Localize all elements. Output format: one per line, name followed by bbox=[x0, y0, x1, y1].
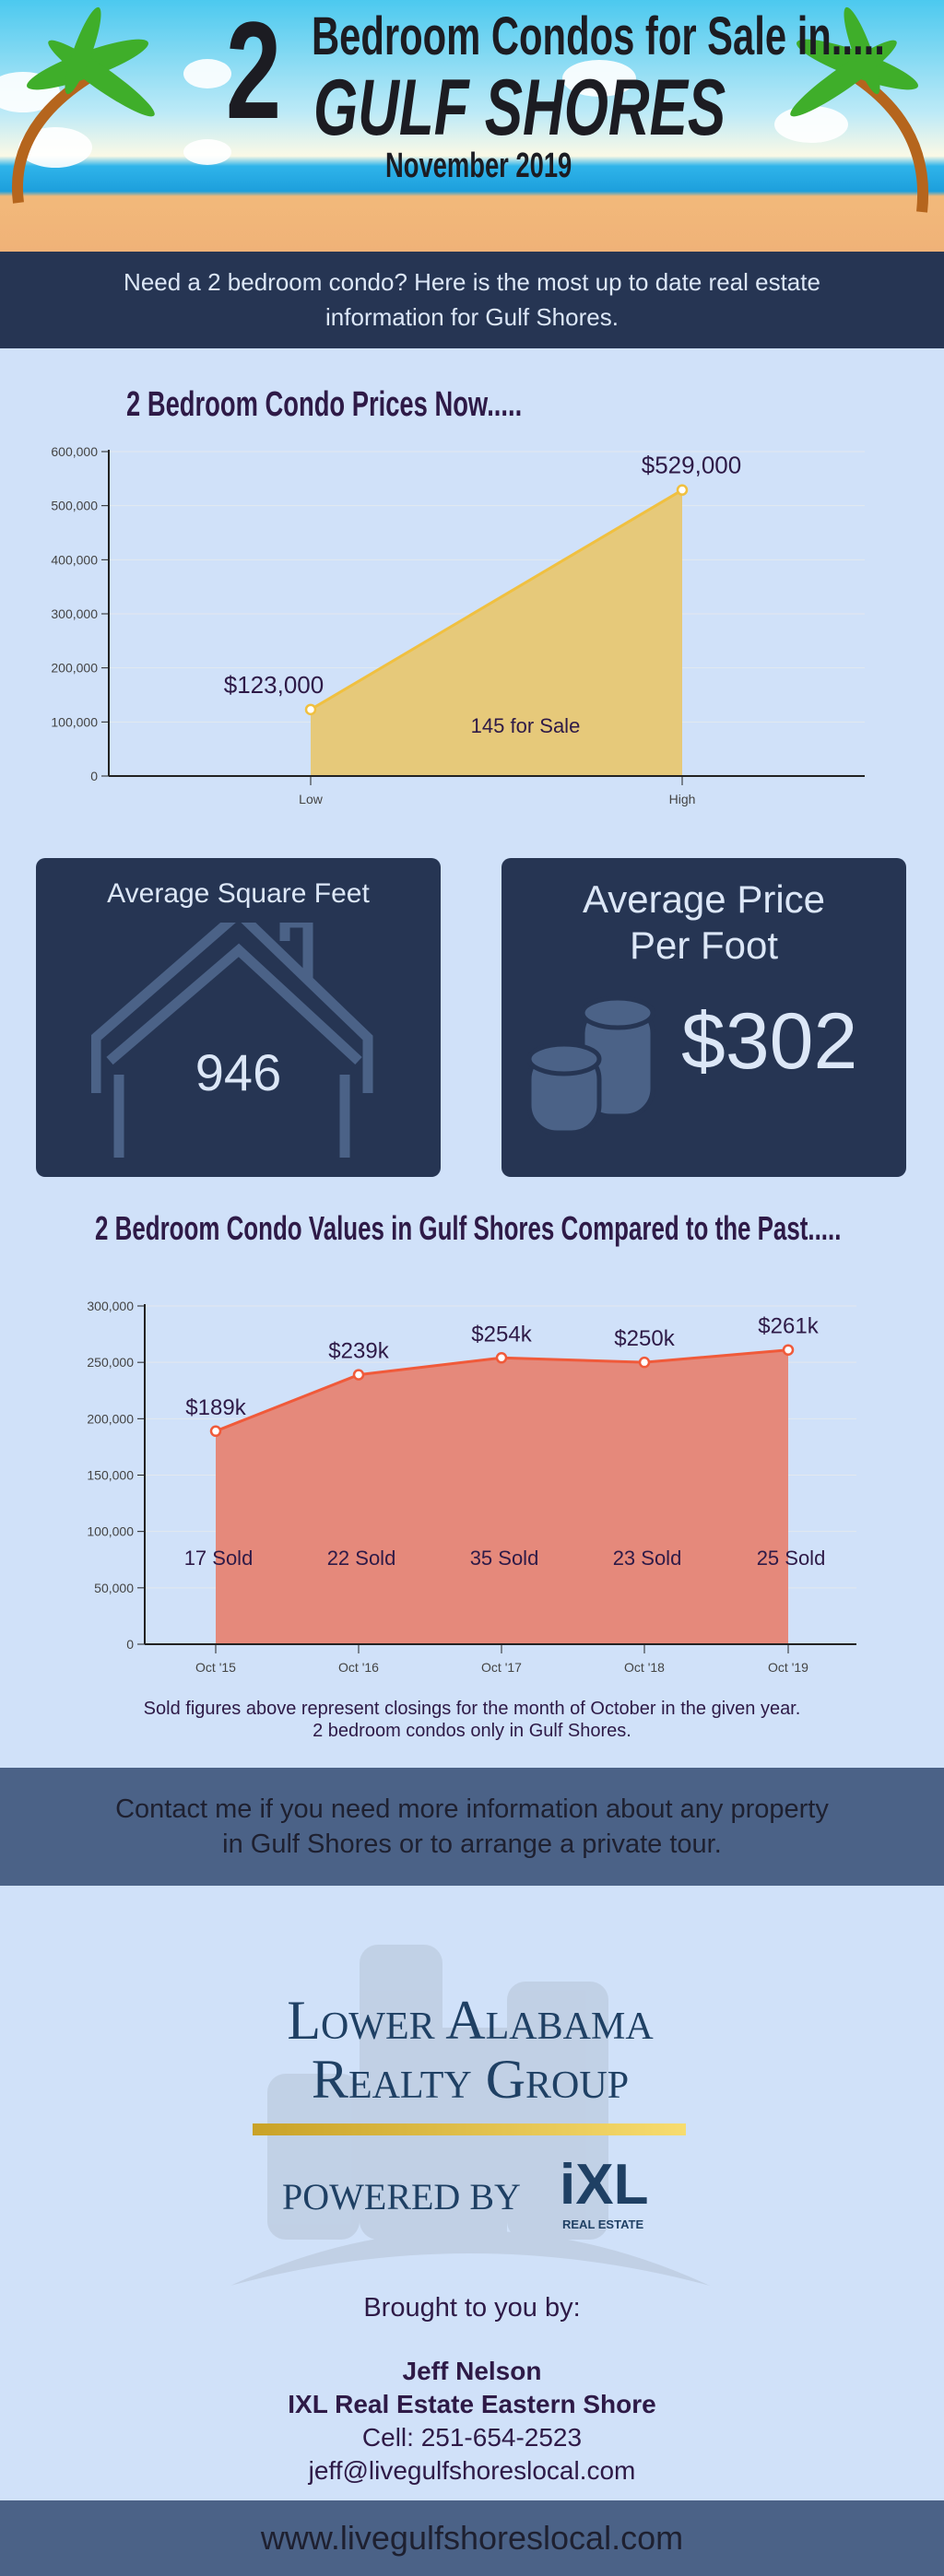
ixl-logo: iXL bbox=[560, 2153, 649, 2217]
x-tick-label: Oct '16 bbox=[338, 1660, 379, 1675]
x-tick-label: Low bbox=[299, 792, 324, 806]
ixl-sub: REAL ESTATE bbox=[562, 2217, 644, 2231]
avg-sqft-card: Average Square Feet 946 bbox=[36, 858, 441, 1177]
agent-email[interactable]: jeff@livegulfshoreslocal.com bbox=[308, 2456, 636, 2485]
data-label: $261k bbox=[758, 1314, 819, 1339]
avg-sqft-value: 946 bbox=[195, 1043, 282, 1101]
historical-values-chart: 0 50,000 100,000 150,000 200,000 250,000 300,0… bbox=[87, 1299, 856, 1675]
area-fill bbox=[311, 489, 682, 776]
y-tick-label: 150,000 bbox=[87, 1468, 134, 1483]
y-tick-label: 100,000 bbox=[51, 714, 98, 729]
sold-label: 22 Sold bbox=[327, 1547, 396, 1570]
data-label: $123,000 bbox=[224, 671, 324, 699]
sold-label: 35 Sold bbox=[470, 1547, 539, 1570]
agent-cell[interactable]: Cell: 251-654-2523 bbox=[361, 2423, 583, 2452]
agent-info: Jeff Nelson IXL Real Estate Eastern Shor… bbox=[0, 2355, 944, 2488]
ppf-value: $302 bbox=[681, 997, 858, 1086]
x-tick-label: Oct '19 bbox=[768, 1660, 808, 1675]
gold-divider bbox=[253, 2123, 686, 2135]
palm-tree-right bbox=[854, 74, 929, 213]
data-point bbox=[352, 1369, 365, 1381]
sold-label: 23 Sold bbox=[613, 1547, 682, 1570]
data-label: $239k bbox=[328, 1339, 389, 1364]
y-tick-label: 50,000 bbox=[94, 1581, 134, 1595]
x-tick-label: Oct '15 bbox=[195, 1660, 236, 1675]
ppf-label-2: Per Foot bbox=[629, 923, 779, 967]
price-range-chart: 0 100,000 200,000 300,000 400,000 500,000 600,… bbox=[51, 444, 865, 806]
ppf-label-1: Average Price bbox=[582, 877, 826, 921]
header-big-number: 2 bbox=[226, 0, 282, 147]
data-point bbox=[209, 1425, 222, 1438]
contact-band: Contact me if you need more information … bbox=[0, 1768, 944, 1886]
powered-by: POWERED BY bbox=[282, 2176, 521, 2217]
data-point bbox=[638, 1356, 651, 1369]
brought-by: Brought to you by: bbox=[363, 2293, 581, 2323]
y-tick-label: 300,000 bbox=[87, 1299, 134, 1313]
house-icon bbox=[91, 923, 373, 1158]
beach-illustration bbox=[0, 6, 929, 213]
y-tick-label: 200,000 bbox=[51, 661, 98, 676]
contact-line1: Contact me if you need more information … bbox=[115, 1794, 829, 1824]
header-line1: Bedroom Condos for Sale in..... bbox=[312, 6, 885, 66]
city-skyline-watermark bbox=[230, 1945, 710, 2286]
logo-line2: Realty Group bbox=[311, 2049, 630, 2110]
sold-note: Sold figures above represent closings fo… bbox=[0, 1698, 944, 1742]
agent-company: IXL Real Estate Eastern Shore bbox=[288, 2390, 656, 2418]
y-tick-label: 100,000 bbox=[87, 1524, 134, 1539]
sold-label: 17 Sold bbox=[184, 1547, 254, 1570]
logo-line1: Lower Alabama bbox=[287, 1990, 654, 2051]
data-point bbox=[304, 703, 317, 716]
logo-text: Lower Alabama Realty Group bbox=[230, 1991, 710, 2109]
sold-note-line1: Sold figures above represent closings fo… bbox=[143, 1699, 801, 1719]
y-tick-label: 250,000 bbox=[87, 1355, 134, 1370]
section2-title: 2 Bedroom Condo Values in Gulf Shores Co… bbox=[95, 1209, 842, 1247]
data-point bbox=[676, 484, 689, 496]
y-tick-label: 200,000 bbox=[87, 1411, 134, 1426]
data-point bbox=[782, 1344, 795, 1356]
x-tick-label: Oct '18 bbox=[624, 1660, 665, 1675]
intro-band: Need a 2 bedroom condo? Here is the most… bbox=[0, 252, 944, 348]
y-tick-label: 300,000 bbox=[51, 606, 98, 621]
header-date: November 2019 bbox=[385, 147, 572, 185]
agent-name: Jeff Nelson bbox=[402, 2357, 542, 2385]
data-label: $189k bbox=[185, 1395, 246, 1420]
y-tick-label: 0 bbox=[90, 769, 98, 783]
y-tick-label: 0 bbox=[126, 1637, 134, 1652]
y-tick-label: 500,000 bbox=[51, 499, 98, 513]
intro-line1: Need a 2 bedroom condo? Here is the most… bbox=[124, 268, 820, 296]
website-link[interactable]: www.livegulfshoreslocal.com bbox=[0, 2500, 944, 2576]
sold-note-line2: 2 bedroom condos only in Gulf Shores. bbox=[313, 1721, 631, 1741]
data-point bbox=[495, 1352, 508, 1364]
avg-price-per-foot-card: Average Price Per Foot $302 bbox=[502, 858, 906, 1177]
hero-banner: 2 Bedroom Condos for Sale in..... GULF S… bbox=[0, 0, 944, 252]
contact-line2: in Gulf Shores or to arrange a private t… bbox=[222, 1829, 722, 1859]
data-label: $529,000 bbox=[642, 452, 741, 479]
coins-icon bbox=[527, 996, 655, 1135]
series-line bbox=[310, 488, 683, 712]
y-tick-label: 400,000 bbox=[51, 552, 98, 567]
annotation-for-sale: 145 for Sale bbox=[471, 714, 581, 737]
header-line2: GULF SHORES bbox=[313, 64, 726, 152]
avg-sqft-label: Average Square Feet bbox=[107, 878, 370, 909]
sold-label: 25 Sold bbox=[757, 1547, 826, 1570]
x-tick-label: High bbox=[669, 792, 696, 806]
x-tick-label: Oct '17 bbox=[481, 1660, 522, 1675]
data-label: $254k bbox=[471, 1322, 532, 1347]
realty-logo: Lower Alabama Realty Group POWERED BY iX… bbox=[230, 1917, 710, 2304]
area-fill bbox=[216, 1349, 788, 1644]
section1-title: 2 Bedroom Condo Prices Now..... bbox=[126, 385, 523, 424]
data-label: $250k bbox=[614, 1326, 675, 1351]
y-tick-label: 600,000 bbox=[51, 444, 98, 459]
intro-line2: information for Gulf Shores. bbox=[325, 303, 619, 331]
